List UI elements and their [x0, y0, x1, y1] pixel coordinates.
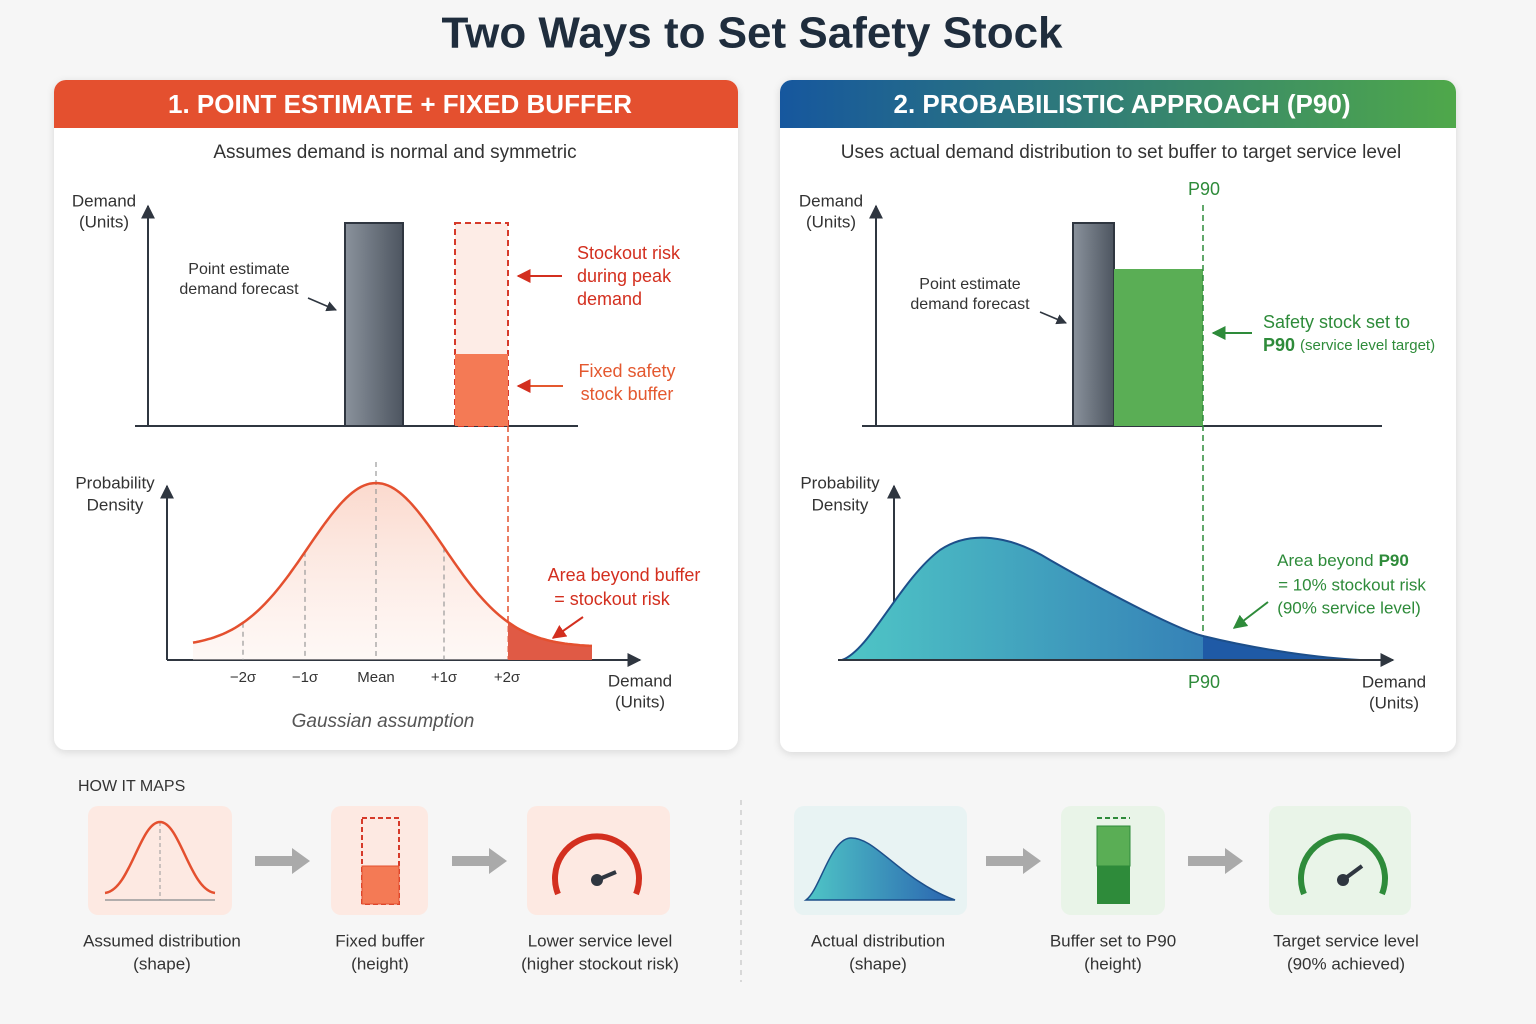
annotation: Area beyond buffer — [548, 565, 701, 585]
axis-label: Density — [87, 495, 144, 514]
icon-curve — [104, 820, 216, 895]
annotation: Area beyond P90 — [1277, 551, 1409, 570]
annotation: Point estimate — [919, 276, 1020, 293]
icon-bar — [1097, 866, 1130, 904]
step-label: Assumed distribution — [83, 931, 241, 950]
axis-label: Demand — [799, 191, 863, 210]
axis-label: (Units) — [1369, 693, 1419, 712]
tail-area — [1203, 636, 1360, 660]
safety-bar — [1114, 269, 1203, 426]
panel-title: 1. POINT ESTIMATE + FIXED BUFFER — [168, 89, 632, 119]
step-label: Actual distribution — [811, 931, 945, 950]
icon-bar — [361, 817, 400, 905]
x-tick-label: −1σ — [292, 669, 319, 686]
x-tick-label: Mean — [357, 669, 395, 686]
step-label: Fixed buffer — [335, 931, 425, 950]
x-tick-label: +1σ — [431, 669, 458, 686]
panel-header — [780, 80, 1456, 128]
annotation: during peak — [577, 266, 672, 286]
annotation: = stockout risk — [554, 589, 671, 609]
icon-curve — [803, 837, 956, 901]
step-label: Buffer set to P90 — [1050, 931, 1176, 950]
step-label: (shape) — [133, 954, 191, 973]
panel-subtitle: Uses actual demand distribution to set b… — [841, 142, 1401, 163]
axis-label: (Units) — [615, 692, 665, 711]
axis-label: Demand — [608, 671, 672, 690]
x-tick-label: −2σ — [230, 669, 257, 686]
caption: Gaussian assumption — [292, 711, 475, 732]
icon-bar — [361, 865, 400, 905]
arrow — [551, 616, 584, 639]
distribution-area — [193, 483, 592, 660]
panel-subtitle: Assumes demand is normal and symmetric — [213, 142, 576, 163]
annotation: = 10% stockout risk — [1278, 575, 1426, 594]
forecast-bar — [1072, 222, 1115, 427]
annotation: Fixed safety — [578, 361, 675, 381]
x-tick-label: +2σ — [494, 669, 521, 686]
step-label: Target service level — [1273, 931, 1419, 950]
axis-label: (Units) — [79, 212, 129, 231]
arrow — [1232, 601, 1269, 629]
axis-label: Density — [812, 495, 869, 514]
step-label: (higher stockout risk) — [521, 954, 679, 973]
annotation-bold: P90 — [1263, 335, 1295, 355]
gauge — [552, 833, 642, 896]
axis-label: Probability — [75, 473, 155, 492]
buffer-bar — [455, 354, 508, 426]
distribution-area — [842, 537, 1360, 660]
x-tick-label: P90 — [1188, 672, 1220, 692]
gauge — [1298, 833, 1388, 896]
distribution-curve — [841, 536, 1361, 661]
axis-label: Demand — [1362, 672, 1426, 691]
gauge-hub — [591, 874, 603, 886]
annotation: P90 (service level target) — [1263, 335, 1435, 355]
flow-arrow — [452, 848, 507, 874]
section-heading: HOW IT MAPS — [78, 778, 185, 795]
panel-header — [54, 80, 738, 128]
step-label: (90% achieved) — [1287, 954, 1405, 973]
flow-arrow — [986, 848, 1041, 874]
annotation: Stockout risk — [577, 243, 681, 263]
step-label: (shape) — [849, 954, 907, 973]
icon-box — [331, 806, 428, 915]
distribution-curve — [192, 481, 593, 648]
annotation: demand — [577, 289, 642, 309]
flow-arrows — [255, 848, 1243, 874]
axis-label: Demand — [72, 191, 136, 210]
annotation-part: (service level target) — [1300, 337, 1435, 354]
annotation: (90% service level) — [1277, 598, 1421, 617]
axis-label: Probability — [800, 473, 880, 492]
annotation: Point estimate — [188, 261, 289, 278]
icon-box — [1269, 806, 1411, 915]
annotation: Safety stock set to — [1263, 312, 1410, 332]
p90-label: P90 — [1188, 179, 1220, 199]
flow-arrow — [255, 848, 310, 874]
step-label: Lower service level — [528, 931, 673, 950]
annotation: demand forecast — [179, 281, 299, 298]
page-title: Two Ways to Set Safety Stock — [441, 9, 1063, 58]
panel-title: 2. PROBABILISTIC APPROACH (P90) — [894, 89, 1351, 119]
gauge-hub — [1337, 874, 1349, 886]
arrow — [307, 297, 337, 312]
forecast-bar — [344, 222, 404, 427]
arrow — [1039, 311, 1067, 325]
axis-label: (Units) — [806, 212, 856, 231]
annotation: demand forecast — [910, 296, 1030, 313]
icon-bar — [1096, 825, 1131, 867]
step-label: (height) — [1084, 954, 1142, 973]
flow-arrow — [1188, 848, 1243, 874]
annotation-bold: P90 — [1379, 551, 1409, 570]
step-label: (height) — [351, 954, 409, 973]
icon-box — [527, 806, 670, 915]
annotation: stock buffer — [581, 384, 674, 404]
annotation-part: Area beyond — [1277, 551, 1373, 570]
sigma-lines — [242, 462, 445, 660]
